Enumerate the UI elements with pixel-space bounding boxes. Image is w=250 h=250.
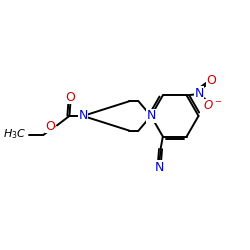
Text: $O^-$: $O^-$ bbox=[203, 99, 222, 112]
Text: $H_3C$: $H_3C$ bbox=[3, 128, 26, 141]
Text: O: O bbox=[66, 91, 76, 104]
Text: N: N bbox=[146, 110, 156, 122]
Text: N: N bbox=[194, 86, 204, 100]
Text: O: O bbox=[45, 120, 55, 133]
Text: O: O bbox=[206, 74, 216, 87]
Text: N: N bbox=[78, 110, 88, 122]
Text: N: N bbox=[155, 160, 164, 173]
